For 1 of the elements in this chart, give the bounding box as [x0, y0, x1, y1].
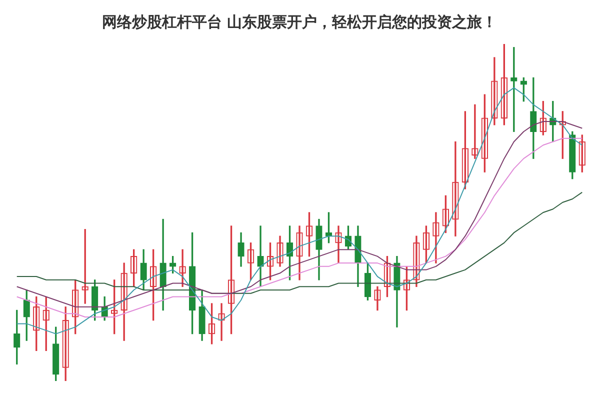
chart-title: 网络炒股杠杆平台 山东股票开户，轻松开启您的投资之旅！ [102, 12, 498, 31]
